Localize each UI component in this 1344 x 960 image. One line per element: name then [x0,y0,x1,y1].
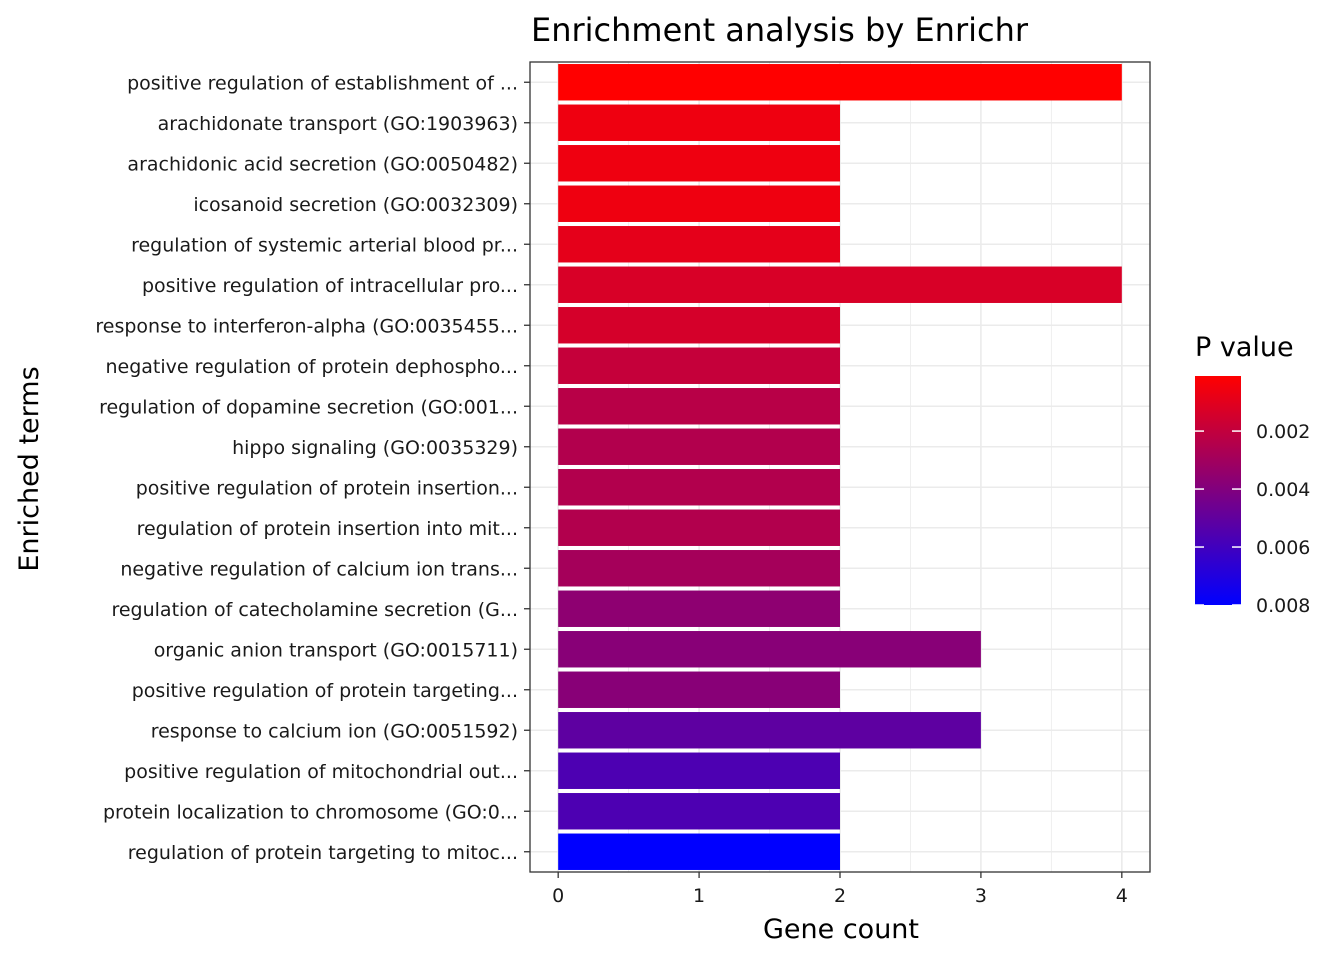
y-tick-label: positive regulation of establishment of … [127,72,518,94]
y-tick-label: positive regulation of protein insertion… [136,477,518,499]
plot-area: positive regulation of establishment of … [95,61,1151,907]
y-tick-label: regulation of catecholamine secretion (G… [111,599,518,621]
bar [558,590,840,627]
bar [558,428,840,465]
chart-title: Enrichment analysis by Enrichr [531,11,1029,49]
bar [558,145,840,182]
y-axis-title: Enriched terms [14,366,45,571]
x-tick-label: 1 [693,885,705,907]
y-tick-label: protein localization to chromosome (GO:0… [103,801,518,823]
bar [558,671,840,708]
bar [558,104,840,141]
bar [558,833,840,870]
bar [558,388,840,425]
y-tick-label: negative regulation of calcium ion trans… [120,558,518,580]
legend-colorbar [1195,376,1241,605]
bar [558,266,1122,303]
y-tick-label: arachidonic acid secretion (GO:0050482) [127,153,518,175]
y-tick-label: negative regulation of protein dephospho… [106,356,519,378]
bar [558,550,840,587]
bar [558,185,840,222]
y-tick-label: regulation of protein targeting to mitoc… [128,842,518,864]
x-tick-label: 2 [834,885,846,907]
bar [558,64,1122,101]
bar [558,631,981,668]
y-tick-label: regulation of dopamine secretion (GO:001… [99,396,518,418]
bar [558,712,981,749]
x-axis-title: Gene count [763,914,919,945]
legend-tick-label: 0.004 [1256,479,1310,501]
bar [558,793,840,830]
y-tick-label: positive regulation of intracellular pro… [142,275,518,297]
legend-tick-label: 0.006 [1256,537,1310,559]
bar [558,226,840,263]
bar [558,307,840,344]
legend-tick-label: 0.008 [1256,595,1310,617]
y-tick-label: organic anion transport (GO:0015711) [154,639,518,661]
x-tick-label: 3 [975,885,987,907]
y-tick-label: regulation of systemic arterial blood pr… [131,234,518,256]
y-tick-label: hippo signaling (GO:0035329) [232,437,518,459]
y-tick-label: positive regulation of mitochondrial out… [124,761,518,783]
y-tick-label: response to interferon-alpha (GO:0035455… [95,315,518,337]
x-tick-label: 0 [552,885,564,907]
bar [558,347,840,384]
y-tick-label: positive regulation of protein targeting… [132,680,518,702]
y-tick-label: regulation of protein insertion into mit… [137,518,518,540]
bar [558,509,840,546]
legend-title: P value [1195,332,1294,363]
y-tick-label: response to calcium ion (GO:0051592) [151,720,518,742]
y-tick-label: icosanoid secretion (GO:0032309) [193,194,518,216]
y-tick-label: arachidonate transport (GO:1903963) [158,113,518,135]
bar [558,752,840,789]
color-legend: P value 0.002 0.004 0.006 0.008 [1195,332,1310,617]
bar [558,469,840,506]
legend-tick-label: 0.002 [1256,421,1310,443]
x-tick-label: 4 [1116,885,1128,907]
